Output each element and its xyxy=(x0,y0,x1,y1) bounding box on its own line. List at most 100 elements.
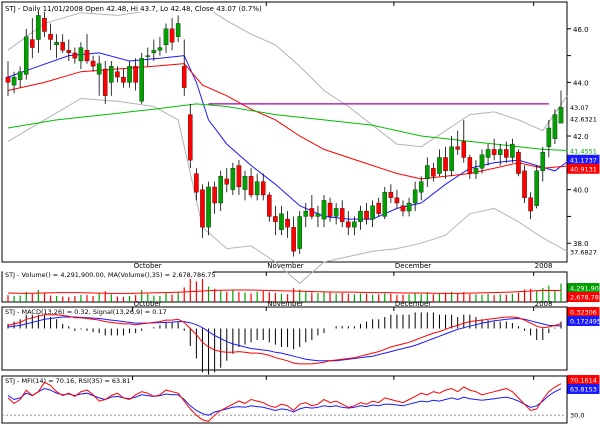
right-label-oscillator: 70.1614 xyxy=(570,377,597,385)
candle-body xyxy=(267,194,272,217)
month-label-volume: November xyxy=(267,300,304,308)
right-label-price: 43.07 xyxy=(570,104,589,112)
right-label-price: 41.4551 xyxy=(570,147,597,155)
candle-body xyxy=(558,107,564,124)
candle-body xyxy=(303,210,309,217)
candle-body xyxy=(309,208,315,217)
candle-body xyxy=(133,66,138,83)
candle-body xyxy=(157,47,163,51)
candle-body xyxy=(516,151,521,174)
volume-label: STJ - Volume() = 4,291,900.00, MA(Volume… xyxy=(5,271,216,279)
candle-body xyxy=(121,76,126,83)
month-label: December xyxy=(395,262,431,270)
panel-frame-macd xyxy=(1,306,568,371)
right-label-box-oscillator xyxy=(567,410,600,421)
candle-body xyxy=(5,76,11,83)
candle-body xyxy=(510,143,515,158)
macd-line xyxy=(7,314,562,365)
candle-body xyxy=(42,17,47,32)
price-y-tick-label: 44.0 xyxy=(573,79,589,87)
candle-body xyxy=(145,55,151,57)
right-label-price: 40.9131 xyxy=(570,165,597,173)
candle-body xyxy=(23,36,29,75)
month-label: November xyxy=(267,262,304,270)
macd-signal-line xyxy=(7,316,562,362)
candle-body xyxy=(127,66,132,83)
candle-body xyxy=(339,208,345,222)
candle-body xyxy=(236,165,242,188)
candle-body xyxy=(321,200,327,220)
candle-body xyxy=(394,197,400,204)
rsi-line xyxy=(7,387,562,416)
price-y-tick-label: 40.0 xyxy=(573,187,589,195)
candle-body xyxy=(194,173,199,193)
candle-body xyxy=(17,71,23,80)
month-label-volume: October xyxy=(134,300,162,308)
right-label-price: 42.6321 xyxy=(570,116,597,124)
candle-body xyxy=(109,66,114,83)
candle-body xyxy=(224,178,230,185)
candle-body xyxy=(218,176,223,204)
right-label-box-price xyxy=(567,246,600,257)
candle-body xyxy=(206,186,211,228)
candle-body xyxy=(522,170,527,198)
right-label-macd: 0.172495 xyxy=(570,318,600,326)
candle-body xyxy=(54,42,59,46)
volume-label-bg xyxy=(3,271,213,279)
candle-body xyxy=(491,149,497,155)
candle-body xyxy=(291,227,296,252)
candle-body xyxy=(358,210,363,222)
month-label-volume: December xyxy=(395,300,431,308)
candle-body xyxy=(175,23,181,37)
candle-body xyxy=(497,149,503,155)
candle-body xyxy=(60,42,65,51)
candle-body xyxy=(279,213,284,230)
candle-body xyxy=(260,181,266,196)
candle-body xyxy=(418,181,424,193)
candle-body xyxy=(467,157,473,174)
candle-body xyxy=(364,210,369,220)
candle-body xyxy=(443,157,448,172)
candle-body xyxy=(479,154,485,169)
candle-body xyxy=(437,157,442,174)
candle-body xyxy=(473,168,479,174)
candle-body xyxy=(327,202,333,217)
candle-body xyxy=(461,141,467,158)
panel-frame-price xyxy=(1,1,568,263)
candle-body xyxy=(376,202,381,214)
candle-body xyxy=(485,149,491,158)
candle-body xyxy=(163,28,169,46)
price-y-tick-label: 42.0 xyxy=(573,133,589,141)
candle-body xyxy=(273,216,278,222)
right-label-oscillator: 63.8153 xyxy=(570,386,597,394)
candle-body xyxy=(151,50,157,54)
candle-body xyxy=(333,208,339,217)
right-label-box-macd xyxy=(567,316,600,326)
candle-body xyxy=(30,39,35,48)
candle-body xyxy=(139,58,144,102)
macd-label: STJ - MACD(13,26) = 0.32, Signal(13,26,9… xyxy=(5,308,167,316)
candle-body xyxy=(534,170,539,206)
candle-body xyxy=(90,60,96,67)
volume-ma-line xyxy=(7,289,562,294)
candle-body xyxy=(431,168,436,177)
candle-body xyxy=(200,189,205,228)
candle-body xyxy=(425,165,430,180)
month-label: 2008 xyxy=(535,262,553,270)
series-line-bollinger-upper xyxy=(7,4,568,148)
candle-body xyxy=(72,52,78,59)
candle-body xyxy=(455,146,460,150)
candle-body xyxy=(297,216,302,249)
candle-body xyxy=(412,189,418,204)
candle-body xyxy=(248,176,254,196)
price-y-tick-label: 38.0 xyxy=(573,240,589,248)
candle-body xyxy=(254,181,260,196)
candle-body xyxy=(242,176,248,190)
price-title: STJ - Daily 11/01/2008 Open 42.48, Hi 43… xyxy=(5,5,262,13)
candle-body xyxy=(504,149,509,158)
candle-body xyxy=(352,221,357,228)
candle-body xyxy=(400,205,406,212)
candle-body xyxy=(388,192,394,198)
